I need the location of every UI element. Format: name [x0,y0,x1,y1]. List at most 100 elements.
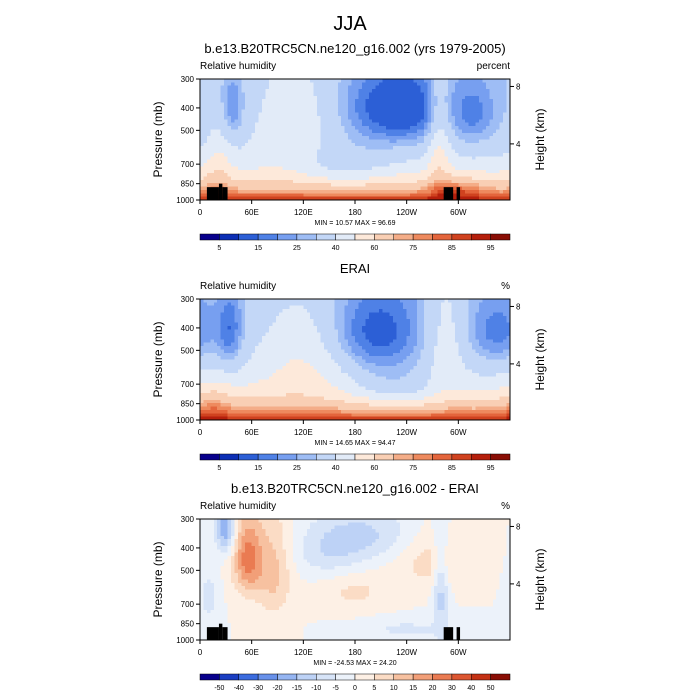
heatmap-cell [248,322,253,327]
heatmap-cell [248,122,253,127]
heatmap-cell [255,315,260,320]
heatmap-cell [258,176,263,181]
heatmap-cell [251,132,256,137]
heatmap-cell [265,159,270,164]
heatmap-cell [227,339,232,344]
heatmap-cell [499,332,504,337]
heatmap-cell [358,179,363,184]
heatmap-cell [303,139,308,144]
heatmap-cell [386,315,390,320]
heatmap-cell [351,342,356,347]
heatmap-cell [372,95,377,100]
heatmap-cell [430,89,435,93]
heatmap-cell [251,105,256,110]
heatmap-cell [372,325,377,330]
heatmap-cell [268,332,273,337]
heatmap-cell [327,89,332,93]
heatmap-cell [485,319,490,324]
heatmap-cell [444,339,449,344]
heatmap-cell [496,339,501,344]
heatmap-cell [296,92,301,97]
heatmap-cell [275,329,280,334]
heatmap-cell [506,312,511,317]
heatmap-cell [293,126,297,130]
heatmap-cell [268,349,273,354]
heatmap-cell [465,139,470,144]
colorbar-box [335,233,356,241]
heatmap-cell [200,339,204,344]
heatmap-cell [224,359,229,364]
heatmap-cell [275,126,280,130]
heatmap-cell [262,142,266,147]
heatmap-cell [368,136,373,140]
heatmap-cell [344,163,349,167]
heatmap-cell [420,129,425,134]
heatmap-cell [489,189,494,194]
heatmap-cell [389,95,394,100]
heatmap-cell [330,352,335,357]
heatmap-cell [358,92,363,97]
heatmap-cell [485,166,490,171]
heatmap-cell [454,183,459,188]
heatmap-cell [392,352,397,357]
heatmap-cell [448,346,452,350]
heatmap-cell [406,196,411,201]
heatmap-cell [244,196,249,201]
heatmap-cell [461,152,466,157]
heatmap-cell [420,115,425,120]
heatmap-cell [489,339,494,344]
heatmap-cell [289,149,294,154]
heatmap-cell [272,339,277,344]
heatmap-cell [461,126,466,130]
heatmap-cell [361,169,366,174]
heatmap-cell [361,119,366,124]
heatmap-cell [448,82,452,87]
heatmap-cell [389,136,394,140]
heatmap-cell [417,359,421,364]
heatmap-cell [482,322,487,327]
heatmap-cell [299,115,304,120]
heatmap-cell [258,115,263,120]
heatmap-cell [448,183,452,188]
heatmap-cell [244,359,249,364]
heatmap-cell [382,166,387,171]
heatmap-cell [410,352,415,357]
heatmap-cell [313,139,318,144]
heatmap-cell [303,159,308,164]
heatmap-cell [289,159,294,164]
heatmap-cell [200,186,204,191]
heatmap-cell [317,156,322,161]
heatmap-cell [268,322,273,327]
heatmap-cell [365,356,370,360]
heatmap-cell [296,335,301,340]
heatmap-cell [272,169,277,174]
heatmap-cell [499,89,504,93]
heatmap-cell [386,99,390,104]
heatmap-cell [358,112,363,117]
heatmap-cell [344,329,349,334]
heatmap-cell [475,325,480,330]
heatmap-cell [361,176,366,181]
heatmap-cell [406,173,411,177]
heatmap-cell [434,126,439,130]
heatmap-cell [479,146,483,151]
heatmap-cell [389,163,394,167]
heatmap-cell [200,115,204,120]
heatmap-cell [327,105,332,110]
heatmap-cell [351,152,356,157]
heatmap-cell [365,146,370,151]
heatmap-cell [231,119,235,124]
heatmap-cell [348,163,353,167]
heatmap-cell [313,166,318,171]
heatmap-cell [434,342,439,347]
heatmap-cell [213,305,218,310]
heatmap-cell [482,339,487,344]
heatmap-cell [237,335,242,340]
heatmap-cell [258,179,263,184]
heatmap-cell [503,119,508,124]
heatmap-cell [492,325,497,330]
heatmap-cell [382,196,387,201]
heatmap-cell [406,186,411,191]
heatmap-cell [241,79,246,83]
heatmap-cell [492,186,497,191]
